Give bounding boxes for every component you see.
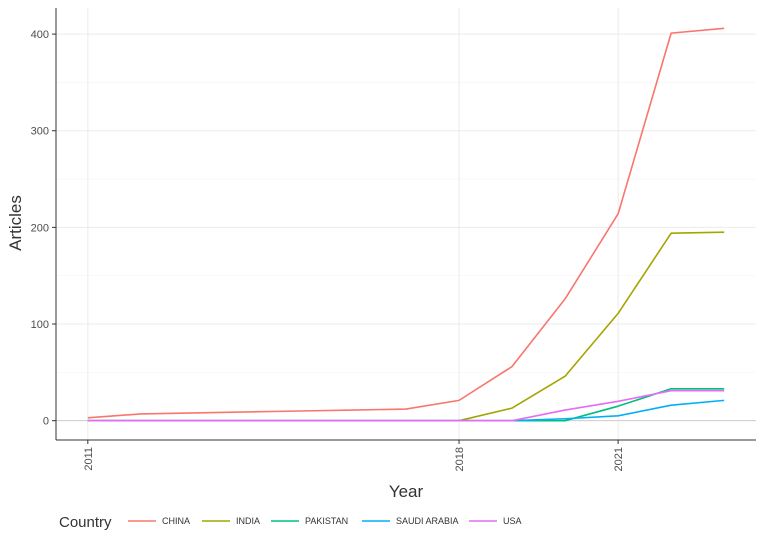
x-tick-label: 2018 <box>454 447 466 471</box>
legend-label-india: INDIA <box>236 516 260 526</box>
y-axis-title: Articles <box>6 195 25 251</box>
legend-label-pakistan: PAKISTAN <box>305 516 348 526</box>
y-tick-label: 300 <box>31 126 49 138</box>
legend-label-usa: USA <box>503 516 522 526</box>
x-axis-title: Year <box>389 482 424 501</box>
legend-label-china: CHINA <box>162 516 190 526</box>
legend: Country CHINA INDIA PAKISTAN SAUDI ARABIA US… <box>59 514 522 531</box>
legend-title: Country <box>59 514 112 531</box>
legend-label-saudi-arabia: SAUDI ARABIA <box>396 516 459 526</box>
series-line-pakistan <box>87 387 725 422</box>
axes: 0 100 200 300 400 2011 2018 2021 <box>31 8 756 471</box>
x-tick-label: 2021 <box>613 447 625 471</box>
x-tick-label: 2011 <box>83 447 95 471</box>
y-tick-label: 0 <box>43 416 49 428</box>
series-line-usa <box>87 389 725 422</box>
series-line-china <box>87 27 725 419</box>
series-lines <box>87 27 725 422</box>
series-line-india <box>87 231 725 422</box>
y-tick-label: 100 <box>31 319 49 331</box>
y-tick-label: 200 <box>31 222 49 234</box>
y-tick-label: 400 <box>31 29 49 41</box>
grid <box>56 8 756 440</box>
